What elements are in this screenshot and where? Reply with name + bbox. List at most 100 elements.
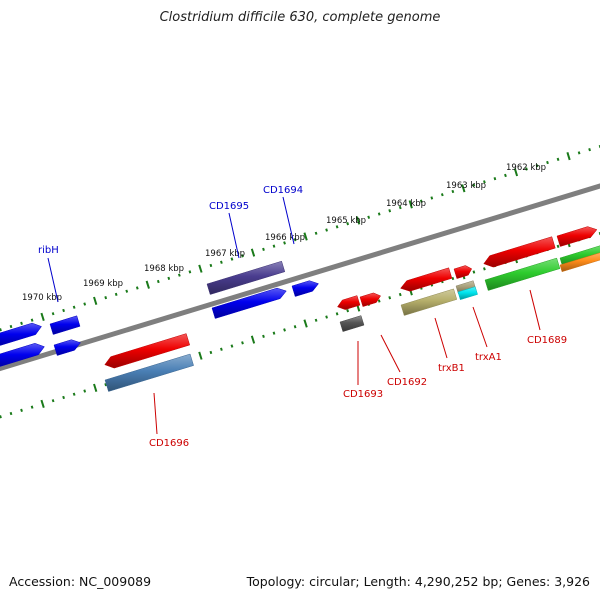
gene-label[interactable]: ribH <box>38 245 59 256</box>
scale-minor-tick <box>241 254 244 258</box>
CD1696-gene-2[interactable] <box>104 353 194 392</box>
trxA1-gene[interactable] <box>453 265 473 279</box>
scale-minor-tick <box>177 273 181 277</box>
leader-line <box>529 289 541 331</box>
scale-minor-tick <box>51 312 55 316</box>
scale-minor-tick <box>367 215 371 219</box>
scale-minor-tick <box>188 270 192 274</box>
gene-label[interactable]: CD1695 <box>209 201 249 212</box>
scale-minor-tick <box>293 238 297 242</box>
scale-minor-tick <box>419 199 423 203</box>
scale-minor-tick <box>62 308 65 313</box>
leader-line <box>434 317 448 359</box>
scale-minor-tick <box>546 160 549 165</box>
scale-minor-tick <box>346 308 350 313</box>
scale-major-tick <box>250 335 256 344</box>
scale-label: 1969 kbp <box>83 279 123 289</box>
gene-label[interactable]: trxB1 <box>438 363 465 374</box>
scale-minor-tick <box>472 183 476 187</box>
leader-line <box>228 212 240 259</box>
scale-minor-tick <box>293 325 297 329</box>
scale-minor-tick <box>135 286 139 290</box>
CD1693-gene[interactable] <box>337 295 361 310</box>
trxA1-gene-3[interactable] <box>457 286 478 301</box>
CD1695-gene[interactable] <box>206 260 286 295</box>
scale-minor-tick <box>51 399 55 403</box>
scale-major-tick <box>40 399 45 409</box>
ribH-gene-2[interactable] <box>53 339 81 356</box>
CD1689-gene[interactable] <box>483 236 556 268</box>
gene-block[interactable] <box>0 343 45 368</box>
scale-minor-tick <box>588 148 591 152</box>
scale-minor-tick <box>451 276 455 281</box>
CD1693-gene-2[interactable] <box>339 315 365 332</box>
scale-minor-tick <box>272 331 276 335</box>
scale-minor-tick <box>493 177 497 181</box>
scale-major-tick <box>303 319 308 328</box>
scale-major-tick <box>198 264 203 273</box>
scale-minor-tick <box>283 241 286 245</box>
scale-label: 1968 kbp <box>144 264 184 274</box>
scale-minor-tick <box>9 411 13 416</box>
scale-minor-tick <box>283 328 286 332</box>
scale-minor-tick <box>430 196 434 200</box>
scale-label: 1965 kbp <box>326 216 366 226</box>
scale-minor-tick <box>104 296 108 300</box>
gene-label[interactable]: CD1696 <box>149 438 189 449</box>
CD1689-gene-3[interactable] <box>484 257 561 291</box>
scale-minor-tick <box>83 389 87 393</box>
scale-minor-tick <box>440 193 444 197</box>
CD1696-gene[interactable] <box>104 333 191 369</box>
ribH-gene[interactable] <box>49 315 81 335</box>
CD1694-gene[interactable] <box>211 287 287 319</box>
scale-minor-tick <box>241 341 244 345</box>
trxB1-gene-2[interactable] <box>400 288 458 316</box>
leader-line <box>380 334 401 373</box>
scale-minor-tick <box>398 205 402 210</box>
scale-label: 1964 kbp <box>386 199 426 209</box>
topology-summary: Topology: circular; Length: 4,290,252 bp… <box>246 574 590 589</box>
scale-minor-tick <box>20 321 23 326</box>
scale-minor-tick <box>20 408 23 413</box>
CD1689-gene-2[interactable] <box>556 226 598 247</box>
gene-block[interactable] <box>0 322 42 347</box>
trxB1-gene[interactable] <box>400 267 453 292</box>
scale-minor-tick <box>388 296 392 300</box>
scale-major-tick <box>145 280 150 289</box>
scale-minor-tick <box>314 318 318 322</box>
scale-minor-tick <box>346 221 350 226</box>
leader-line <box>47 257 59 303</box>
scale-major-tick <box>93 383 98 392</box>
gene-label[interactable]: CD1689 <box>527 335 567 346</box>
scale-major-tick <box>461 184 466 193</box>
scale-minor-tick <box>9 324 13 329</box>
scale-minor-tick <box>83 302 87 306</box>
scale-minor-tick <box>125 289 129 293</box>
scale-major-tick <box>250 248 256 257</box>
scale-minor-tick <box>167 276 171 280</box>
scale-label: 1970 kbp <box>22 293 62 303</box>
CD1694-gene-2[interactable] <box>291 280 319 297</box>
scale-minor-tick <box>504 173 507 178</box>
CD1689-gene-4[interactable] <box>559 245 600 267</box>
gene-label[interactable]: trxA1 <box>475 352 502 363</box>
gene-label[interactable]: CD1693 <box>343 389 383 400</box>
scale-major-tick <box>408 200 413 209</box>
scale-major-tick <box>93 296 98 305</box>
scale-minor-tick <box>325 228 328 232</box>
scale-minor-tick <box>556 244 560 249</box>
scale-major-tick <box>198 351 203 360</box>
scale-label: 1963 kbp <box>446 181 486 191</box>
gene-label[interactable]: CD1692 <box>387 377 427 388</box>
CD1689-gene-5[interactable] <box>559 252 600 273</box>
scale-minor-tick <box>72 305 76 309</box>
scale-minor-tick <box>335 312 339 316</box>
gene-label[interactable]: CD1694 <box>263 185 303 196</box>
scale-minor-tick <box>262 247 265 251</box>
CD1692-gene[interactable] <box>359 292 381 307</box>
scale-major-tick <box>513 168 519 177</box>
scale-minor-tick <box>483 267 486 271</box>
scale-minor-tick <box>30 318 34 322</box>
scale-minor-tick <box>398 292 402 297</box>
